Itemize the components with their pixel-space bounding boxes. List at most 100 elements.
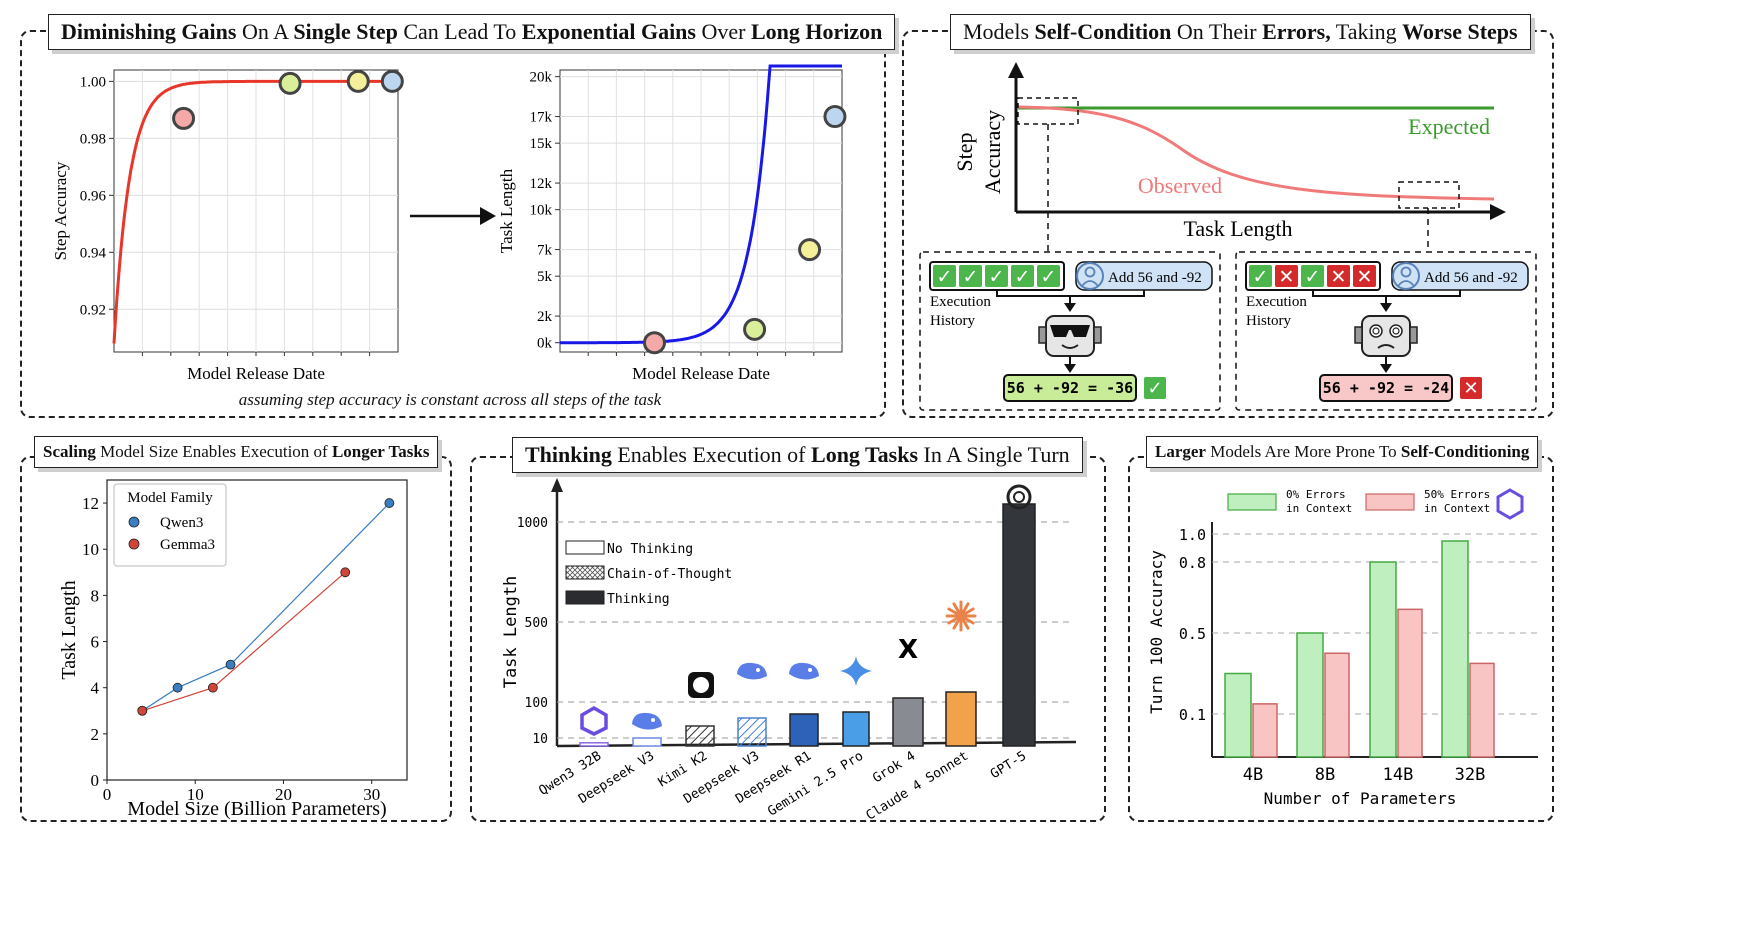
task-length-point — [642, 331, 666, 355]
user-avatar-head — [1400, 266, 1412, 278]
larger-bar-50pct — [1252, 703, 1278, 758]
think-legend-swatch — [565, 540, 605, 555]
history-check-icon — [1301, 265, 1324, 287]
size-xtick-label: 30 — [363, 785, 380, 804]
think-ytick-label: 1000 — [517, 516, 548, 531]
panel-diminishing-gains-title: Diminishing Gains On A Single Step Can L… — [48, 14, 896, 50]
axis-x-arrow — [1490, 204, 1506, 220]
panel-self-condition-title: Models Self-Condition On Their Errors, T… — [950, 14, 1531, 50]
cross-glyph: ✕ — [1331, 266, 1347, 288]
panel2-title-part: Self-Condition — [1034, 19, 1172, 44]
step-accuracy-point — [380, 69, 404, 93]
larger-legend-label: in Context — [1424, 502, 1490, 515]
step-accuracy-point — [278, 71, 302, 95]
step-accuracy-ytick-label: 0.94 — [80, 245, 107, 261]
size-ylabel: Task Length — [58, 580, 80, 679]
larger-ytick-label: 0.8 — [1179, 554, 1206, 572]
dizzy-eye-icon — [1389, 324, 1403, 338]
larger-xtick-label: 14B — [1383, 765, 1414, 785]
size-series-line — [141, 502, 390, 712]
task-length-ytick-label: 10k — [530, 203, 553, 219]
step-accuracy-ytick-label: 0.98 — [80, 131, 106, 147]
think-legend-label: Thinking — [607, 592, 670, 607]
wrong-icon — [1460, 377, 1482, 399]
history-label: History — [930, 313, 976, 329]
step-accuracy-ylabel: Step Accuracy — [51, 161, 70, 260]
size-legend-marker — [128, 538, 140, 550]
dizzy-eye-icon — [1369, 324, 1383, 338]
think-bar — [632, 737, 662, 747]
check-glyph: ✓ — [1305, 266, 1321, 288]
size-point — [340, 567, 351, 578]
kimi-logo-inner — [693, 677, 709, 693]
larger-ytick-label: 0.1 — [1179, 706, 1206, 724]
task-length-ytick-label: 7k — [537, 243, 553, 259]
dizzy-eye-inner — [1392, 327, 1400, 335]
robot-ear — [1093, 326, 1102, 344]
step-accuracy-ytick-label: 0.96 — [80, 188, 107, 204]
ylabel-accuracy: Accuracy — [980, 110, 1005, 194]
size-xtick-label: 10 — [187, 785, 204, 804]
history-label: History — [1246, 313, 1292, 329]
grok-logo-icon: X — [898, 635, 918, 665]
user-avatar-head — [1084, 266, 1096, 278]
larger-legend-swatch — [1227, 493, 1277, 511]
panel4-title-part: Long Tasks — [811, 442, 919, 467]
larger-legend-swatch — [1365, 493, 1415, 511]
observed-label: Observed — [1138, 173, 1222, 198]
callout-box-start — [1017, 97, 1079, 125]
larger-legend-label: in Context — [1286, 502, 1352, 515]
think-legend-swatch — [565, 565, 605, 580]
panel-thinking-title: Thinking Enables Execution of Long Tasks… — [512, 437, 1083, 473]
larger-xtick-label: 4B — [1243, 765, 1263, 785]
whale-eye — [651, 718, 655, 722]
think-bar — [685, 725, 715, 747]
callout-box-end — [1398, 181, 1460, 209]
observed-curve — [1017, 105, 1495, 201]
deepseek-whale-icon — [789, 662, 819, 680]
panel5-title-part: Larger — [1155, 442, 1206, 461]
task-length-point — [743, 317, 767, 341]
larger-xtick-label: 32B — [1455, 765, 1486, 785]
larger-bar-0pct — [1369, 561, 1397, 758]
cross-glyph: ✕ — [1357, 266, 1373, 288]
size-frame — [106, 479, 408, 781]
whale-eye — [808, 668, 812, 672]
qwen-logo-icon — [1496, 488, 1524, 520]
size-ytick-label: 0 — [91, 771, 100, 790]
check-glyph: ✓ — [1253, 266, 1269, 288]
panel5-title-part: Self-Conditioning — [1400, 442, 1530, 461]
robot-ear — [1038, 326, 1047, 344]
size-point — [225, 659, 236, 670]
panel2-title-part: On Their — [1171, 19, 1263, 44]
answer-arrow-head — [1064, 364, 1076, 373]
check-glyph: ✓ — [937, 266, 953, 288]
panel3-title-part: Longer Tasks — [331, 442, 430, 461]
answer-arrow-head — [1380, 364, 1392, 373]
size-ytick-label: 10 — [82, 540, 99, 559]
think-ylabel: Task Length — [501, 576, 521, 689]
larger-bar-0pct — [1441, 540, 1469, 758]
task-length-ytick-label: 12k — [530, 176, 553, 192]
step-accuracy-xlabel: Model Release Date — [187, 364, 325, 383]
history-cross-icon — [1275, 265, 1298, 287]
size-legend-title: Model Family — [127, 490, 213, 506]
panel-scaling-title: Scaling Model Size Enables Execution of … — [34, 436, 439, 468]
task-length-ytick-label: 20k — [530, 70, 553, 86]
answer-box — [1003, 374, 1137, 402]
think-ytick-label: 500 — [525, 616, 548, 631]
history-check-icon — [933, 265, 956, 287]
larger-bar-50pct — [1324, 652, 1350, 758]
task-length-ytick-label: 17k — [530, 110, 553, 126]
deepseek-whale-icon — [737, 662, 767, 680]
check-glyph: ✓ — [963, 266, 979, 288]
sunglasses-icon — [1050, 325, 1090, 337]
step-accuracy-point — [172, 106, 196, 130]
think-ytick-label: 100 — [525, 696, 548, 711]
size-xlabel: Model Size (Billion Parameters) — [127, 798, 386, 820]
panel1-title-part: Can Lead To — [397, 19, 522, 44]
gemini-star-icon — [840, 656, 872, 686]
panel2-title-part: Taking — [1330, 19, 1403, 44]
